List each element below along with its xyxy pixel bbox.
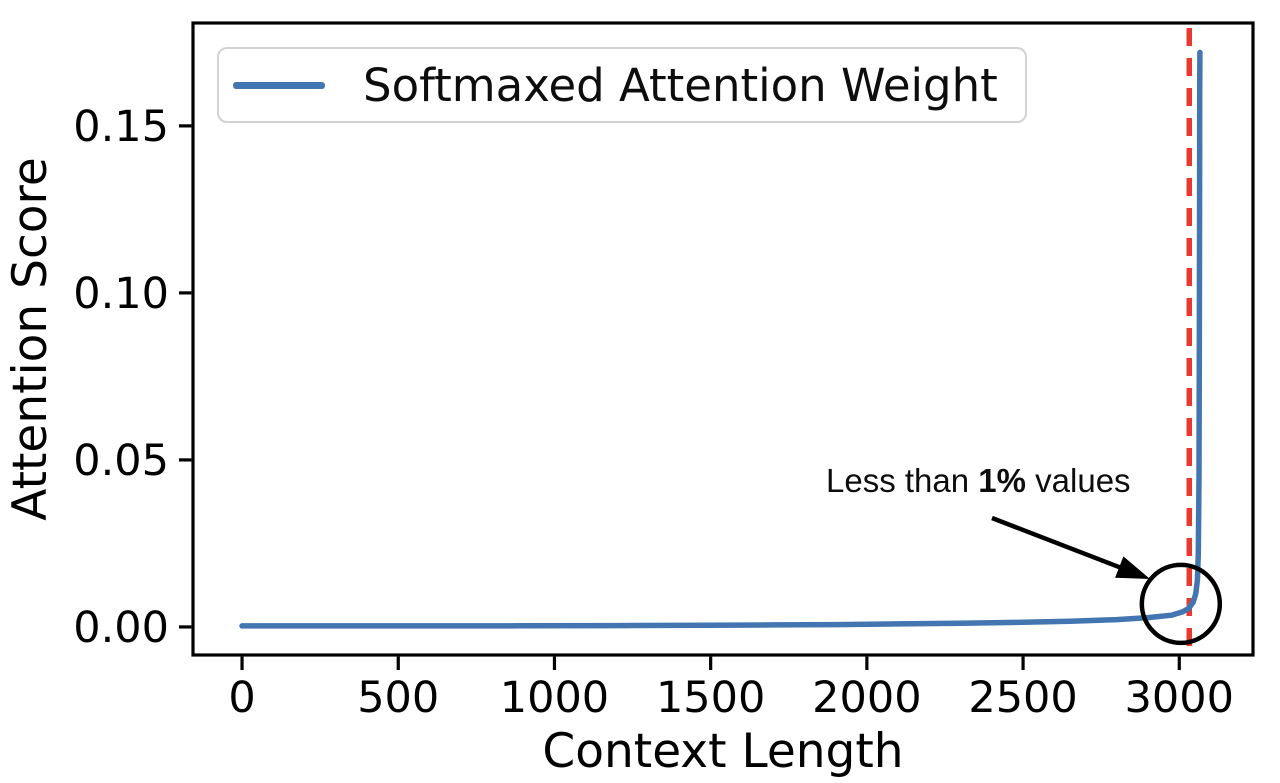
series-line [239,49,1203,629]
x-tick-label: 0 [228,673,255,723]
y-tick-label: 0.15 [73,102,169,152]
x-tick-label: 2500 [968,673,1077,723]
x-tick-label: 3000 [1125,673,1234,723]
y-axis-label: Attention Score [3,157,58,521]
annotation-text-prefix: Less than [826,462,979,499]
annotation-text: Less than 1% values [826,462,1156,499]
annotation-circle [1139,562,1223,646]
y-tick-label: 0.05 [73,436,169,486]
x-tick-label: 1500 [656,673,765,723]
annotation-arrow-line [991,515,1124,571]
annotation-text-suffix: values [1025,462,1131,499]
y-tick-label: 0.00 [73,603,169,653]
x-tick-label: 500 [357,673,439,723]
x-tick-label: 2000 [812,673,921,723]
annotation-arrowhead [1115,556,1150,579]
legend: Softmaxed Attention Weight [217,47,1027,123]
legend-label: Softmaxed Attention Weight [363,58,998,112]
x-tick-label: 1000 [500,673,609,723]
plot-border [191,21,1255,657]
legend-line-swatch [233,81,325,89]
annotation-text-bold: 1% [978,462,1026,499]
x-axis-label: Context Length [542,724,903,779]
y-tick-label: 0.10 [73,269,169,319]
